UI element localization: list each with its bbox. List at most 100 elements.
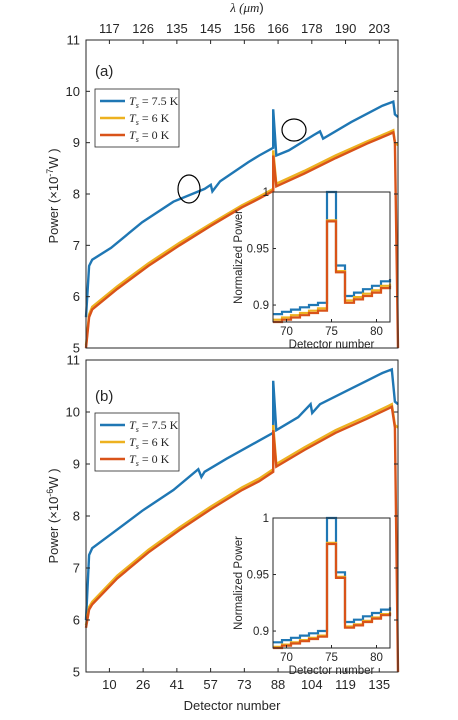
legend-value: = 0 K	[139, 452, 170, 466]
inset-x-axis-label: Detector number	[289, 665, 375, 677]
legend-value: = 6 K	[139, 111, 170, 125]
legend-sub: s	[136, 459, 139, 468]
y-tick-label: 11	[67, 353, 81, 368]
legend-value: = 6 K	[139, 435, 170, 449]
legend-var: T	[129, 435, 137, 449]
y-tick-label: 9	[73, 457, 80, 472]
y-tick-label: 5	[73, 341, 80, 356]
series-line-1	[84, 99, 399, 318]
inset-x-tick-label: 75	[325, 326, 338, 338]
inset-series-line-3	[273, 220, 392, 324]
inset-x-tick-label: 80	[370, 652, 383, 664]
x-tick-label: 135	[368, 677, 390, 692]
legend-sub: s	[136, 442, 139, 451]
panel-a-ylabel-prefix: Power (×10	[46, 177, 61, 244]
inset-y-axis-label: Normalized Power	[233, 210, 245, 304]
legend-var: T	[129, 128, 137, 142]
panel-a-ylabel: Power (×10-7W )	[45, 148, 61, 243]
inset-background	[273, 192, 390, 322]
top-axis-label: λ (μm)	[229, 0, 263, 15]
top-axis-unit: μm	[242, 0, 259, 15]
y-tick-label: 8	[73, 187, 80, 202]
panel-a-legend: Ts = 7.5 KTs = 6 KTs = 0 K	[94, 88, 180, 148]
annotation-circle	[177, 174, 201, 204]
panel-a-ylabel-suffix: W )	[46, 148, 61, 168]
x-tick-label: 119	[335, 677, 356, 692]
panel-b-axes: 5 6 7 8 9 10 11 10 26 41 57 73 88 104 119 135	[66, 353, 399, 692]
panel-b-inset: 70 75 80 0.9 0.95 1 Detector number Normalized …	[233, 513, 392, 677]
x-tick-label: 26	[136, 677, 150, 692]
top-x-tick-label: 156	[233, 21, 255, 36]
panel-b-label: (b)	[95, 388, 113, 405]
panel-a-inset: 70 75 80 0.9 0.95 1 Detector number Normalized …	[233, 187, 392, 351]
legend-entry: Ts = 0 K	[129, 128, 170, 144]
legend-var: T	[129, 94, 137, 108]
legend-entry: Ts = 0 K	[129, 452, 170, 468]
inset-y-tick-label: 0.9	[253, 300, 269, 312]
y-tick-label: 7	[73, 561, 80, 576]
top-x-tick-label: 145	[200, 21, 222, 36]
top-x-tick-label: 117	[99, 21, 120, 36]
top-x-tick-label: 166	[267, 21, 289, 36]
inset-x-tick-label: 70	[280, 326, 293, 338]
inset-y-tick-label: 0.9	[253, 626, 269, 638]
y-tick-label: 6	[73, 289, 80, 304]
inset-x-tick-label: 70	[280, 652, 293, 664]
panel-b-ylabel: Power (×10-6W )	[45, 468, 61, 563]
legend-var: T	[129, 418, 137, 432]
legend-var: T	[129, 452, 137, 466]
top-x-tick-label: 126	[132, 21, 154, 36]
inset-y-tick-label: 0.95	[247, 570, 269, 582]
y-tick-label: 5	[73, 665, 80, 680]
series-line-3	[84, 130, 400, 349]
panel-b-legend: Ts = 7.5 KTs = 6 KTs = 0 K	[94, 412, 180, 472]
legend-value: = 7.5 K	[139, 418, 179, 432]
top-x-tick-label: 203	[368, 21, 390, 36]
x-tick-label: 41	[170, 677, 184, 692]
panel-b-series	[84, 367, 400, 673]
legend-entry: Ts = 6 K	[129, 111, 170, 127]
legend-var: T	[129, 111, 137, 125]
legend-sub: s	[136, 135, 139, 144]
x-tick-label: 57	[203, 677, 217, 692]
x-tick-label: 10	[102, 677, 116, 692]
y-tick-label: 8	[73, 509, 80, 524]
panel-a-ylabel-exp: -7	[45, 169, 55, 177]
y-tick-label: 10	[66, 84, 80, 99]
panel-b-ylabel-suffix: W )	[46, 468, 61, 488]
inset-series-line-3	[273, 542, 392, 650]
legend-entry: Ts = 7.5 K	[129, 94, 179, 110]
panel-b-ylabel-exp: -6	[45, 489, 55, 497]
panel-a-series	[84, 99, 400, 349]
legend-entry: Ts = 7.5 K	[129, 418, 179, 434]
top-x-tick-label: 178	[301, 21, 323, 36]
lambda-symbol: λ (	[229, 0, 244, 15]
x-tick-label: 73	[237, 677, 251, 692]
inset-x-axis-label: Detector number	[289, 339, 375, 351]
inset-x-tick-label: 75	[325, 652, 338, 664]
legend-sub: s	[136, 425, 139, 434]
top-x-tick-label: 190	[335, 21, 357, 36]
legend-entry: Ts = 6 K	[129, 435, 170, 451]
annotation-circle	[281, 118, 307, 142]
y-tick-label: 7	[73, 238, 80, 253]
x-tick-label: 88	[271, 677, 285, 692]
panel-a-axes: 5 6 7 8 9 10 11 117 126 135 145 156 166 178 190 203	[66, 21, 399, 356]
legend-value: = 0 K	[139, 128, 170, 142]
inset-y-tick-label: 1	[263, 513, 269, 525]
inset-y-tick-label: 0.95	[247, 244, 269, 256]
bottom-axis-label: Detector number	[184, 698, 281, 713]
x-tick-label: 104	[301, 677, 323, 692]
legend-value: = 7.5 K	[139, 94, 179, 108]
inset-y-axis-label: Normalized Power	[233, 536, 245, 630]
panel-a-label: (a)	[95, 63, 113, 80]
top-axis-close: )	[259, 0, 263, 15]
y-tick-label: 6	[73, 613, 80, 628]
legend-sub: s	[136, 101, 139, 110]
panel-b-ylabel-prefix: Power (×10	[46, 497, 61, 564]
panel-b: 5 6 7 8 9 10 11 10 26 41 57 73 88 104 119 135 70 75 80 0.9…	[45, 353, 400, 692]
inset-x-tick-label: 80	[370, 326, 383, 338]
y-tick-label: 10	[66, 405, 80, 420]
